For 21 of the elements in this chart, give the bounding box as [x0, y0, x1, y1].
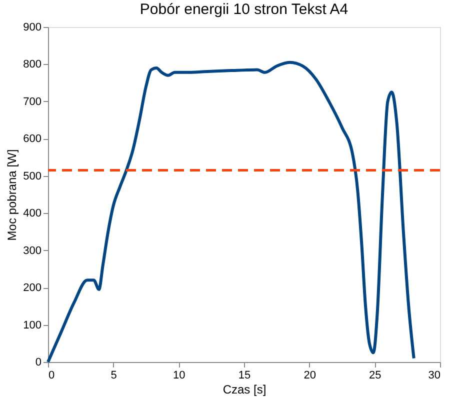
- y-tick-label: 600: [23, 133, 42, 146]
- y-tick-label: 700: [23, 96, 42, 108]
- x-tick-label: 20: [304, 370, 316, 382]
- y-tick-label: 900: [23, 22, 42, 34]
- x-tick-label: 15: [238, 370, 251, 382]
- y-tick-label: 400: [23, 208, 42, 220]
- y-tick-label: 200: [23, 282, 42, 294]
- x-tick-label: 10: [173, 370, 186, 382]
- x-tick-label: 5: [110, 370, 117, 382]
- x-tick-label: 30: [428, 370, 440, 382]
- line-series: [46, 60, 416, 364]
- y-tick-label: 100: [23, 319, 42, 332]
- y-tick-label: 300: [23, 244, 42, 257]
- x-tick-label: 25: [369, 370, 382, 382]
- y-axis-title: Moc pobrana [W]: [5, 149, 20, 241]
- x-axis-title: Czas [s]: [222, 382, 266, 396]
- x-tick-label: 0: [48, 370, 55, 382]
- y-tick-label: 500: [23, 170, 42, 182]
- y-tick-label: 0: [35, 356, 42, 368]
- chart-title: Pobór energii 10 stron Tekst A4: [140, 1, 348, 18]
- y-tick-label: 800: [23, 58, 42, 71]
